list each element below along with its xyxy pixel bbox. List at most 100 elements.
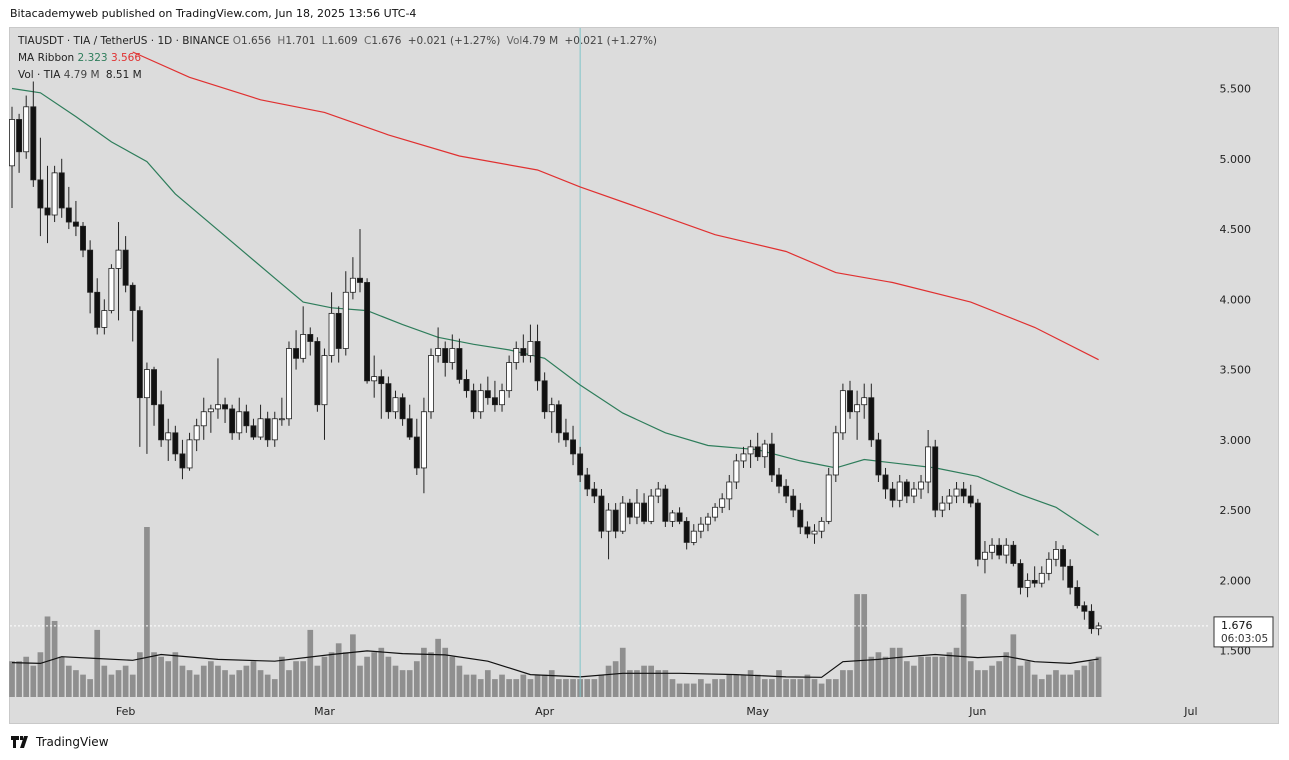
candle-down: [591, 482, 598, 504]
volume-bar: [158, 656, 164, 697]
y-axis-tick-label: 2.000: [1220, 574, 1252, 587]
candle-body: [286, 348, 292, 420]
candle-body: [705, 516, 711, 525]
brand-label: TradingView: [36, 735, 109, 749]
candle-body: [946, 495, 953, 504]
volume-bar: [769, 679, 775, 697]
volume-bar: [406, 670, 413, 697]
candle-up: [300, 306, 307, 363]
candle-up: [23, 95, 30, 159]
candle-body: [981, 551, 988, 560]
volume-bar: [307, 629, 314, 697]
candle-down: [151, 366, 157, 426]
candle-body: [470, 390, 477, 413]
candle-body: [676, 512, 683, 522]
candle-up: [321, 348, 328, 440]
candle-down: [129, 282, 136, 342]
candle-up: [825, 467, 832, 525]
candle-body: [293, 348, 300, 359]
candle-up: [605, 503, 612, 560]
candle-down: [662, 484, 669, 527]
candle-down: [456, 338, 463, 384]
volume-bar: [215, 665, 221, 697]
candle-up: [1003, 538, 1010, 564]
candle-down: [491, 380, 498, 412]
candle-down: [442, 341, 449, 377]
candle-body: [463, 379, 470, 392]
volume-bar: [882, 656, 889, 697]
legend-ma-row[interactable]: MA Ribbon 2.323 3.566: [18, 52, 141, 64]
volume-bar: [811, 679, 818, 697]
volume-bar: [1074, 670, 1081, 697]
candle-down: [1074, 580, 1081, 609]
volume-bar: [627, 670, 633, 697]
candle-down: [541, 372, 548, 419]
candle-down: [65, 186, 72, 230]
candle-body: [484, 390, 491, 399]
vol-change-value: +0.021 (+1.27%): [564, 35, 658, 47]
candle-up: [527, 324, 534, 363]
candle-up: [953, 482, 960, 504]
candle-body: [754, 446, 761, 458]
candle-body: [193, 425, 200, 441]
volume-bar: [9, 661, 15, 697]
candle-body: [136, 310, 143, 399]
candle-body: [527, 341, 534, 356]
x-axis-tick-label: Jul: [1183, 705, 1197, 718]
candle-down: [875, 432, 882, 482]
candle-up: [513, 341, 520, 370]
volume-bar: [520, 674, 527, 697]
candle-body: [328, 312, 335, 356]
candle-body: [1024, 579, 1031, 588]
volume-bar: [861, 594, 868, 697]
volume-bar: [321, 656, 328, 697]
candle-down: [122, 236, 129, 293]
volume-bar: [179, 665, 186, 697]
tradingview-logo-icon: [11, 736, 28, 748]
candle-body: [257, 418, 264, 438]
volume-bar: [144, 527, 150, 697]
volume-bar: [570, 679, 576, 697]
candle-body: [143, 369, 150, 399]
volume-bar: [193, 674, 200, 697]
candle-down: [562, 418, 569, 447]
volume-bar: [73, 670, 79, 697]
candle-down: [967, 484, 974, 508]
volume-bar: [854, 594, 860, 697]
candle-body: [307, 334, 314, 342]
volume-bar: [16, 661, 22, 697]
candle-up: [257, 404, 264, 440]
y-axis-tick-label: 4.000: [1220, 293, 1252, 306]
candle-up: [506, 355, 513, 398]
x-axis-tick-label: Feb: [116, 705, 135, 718]
candle-body: [250, 425, 257, 438]
volume-bar: [1081, 665, 1088, 697]
chart-pane[interactable]: [9, 27, 1279, 724]
candle-up: [726, 474, 733, 511]
volume-bar: [541, 674, 548, 697]
candle-body: [719, 498, 726, 508]
tradingview-brand[interactable]: TradingView: [11, 735, 109, 749]
volume-bar: [534, 674, 541, 697]
candle-down: [974, 498, 981, 567]
volume-bar: [556, 679, 562, 697]
candle-body: [23, 106, 30, 153]
volume-bar: [889, 647, 896, 697]
candle-down: [463, 369, 470, 398]
candle-body: [1081, 605, 1088, 612]
candle-up: [1045, 552, 1052, 581]
legend-volume-row[interactable]: Vol · TIA 4.79 M 8.51 M: [18, 69, 142, 81]
volume-bar: [342, 652, 349, 697]
ma-ribbon-label: MA Ribbon: [18, 52, 75, 64]
candle-body: [989, 544, 995, 553]
candle-down: [534, 324, 541, 391]
symbol-info[interactable]: TIAUSDT · TIA / TetherUS · 1D · BINANCE: [18, 35, 230, 47]
volume-bar: [129, 674, 136, 697]
volume-bar: [548, 670, 555, 697]
countdown-label: 06:03:05: [1221, 633, 1268, 645]
moving-average-layer: [11, 51, 1099, 536]
volume-bar: [1003, 652, 1010, 697]
candle-body: [392, 397, 399, 413]
candle-body: [761, 443, 768, 458]
